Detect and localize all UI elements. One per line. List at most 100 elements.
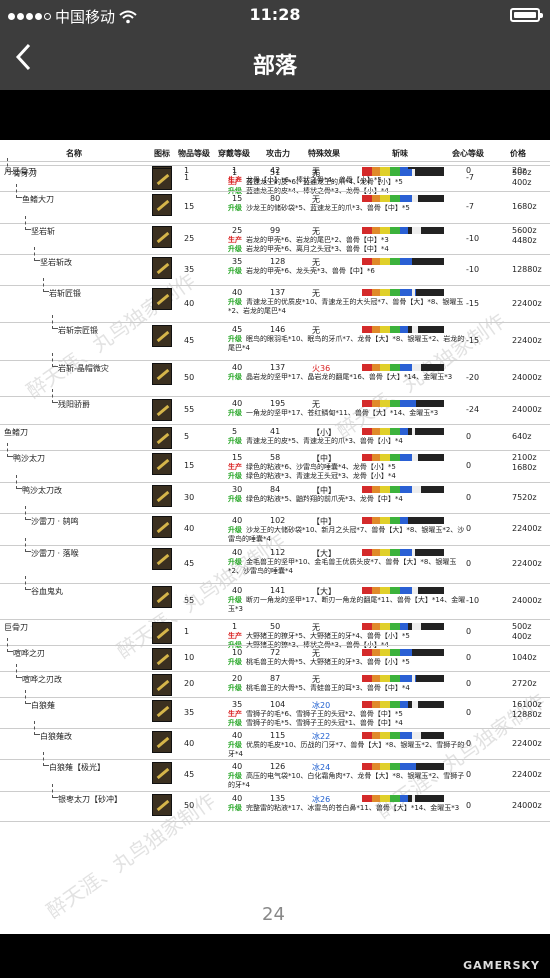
cell-affinity: 0 — [466, 524, 472, 533]
table-row[interactable]: 白狼薙改 40 40 115 冰22 0 22400z 升级 优质的毛皮*10、历战的门牙*7、… — [0, 721, 550, 760]
cell-attack: 128 — [270, 257, 286, 266]
table-row[interactable]: 沙雷刀 · 落喉 45 40 112 【大】 0 22400z 升级 金毛兽王的坚甲*10、金毛… — [0, 538, 550, 584]
cell-affinity: 0 — [466, 461, 472, 470]
sharpness-bar — [362, 326, 444, 333]
cell-rarity: 50 — [184, 373, 195, 382]
cell-rarity: 35 — [184, 707, 195, 717]
cell-price: 24000z — [512, 373, 542, 382]
upgrade-materials: 岩龙的甲壳*6、龙头壳*3、兽骨【中】*6 — [246, 267, 375, 275]
table-row[interactable]: 巨骨刀 1 1 50 无 0 500z 400z 生产 大野猪王的獠牙*5、大野猪王的牙*4、兽骨… — [0, 620, 550, 649]
table-row[interactable]: 坚岩斩 25 25 99 无 -10 5600z 4480z 生产 岩龙的甲壳*6、岩龙的尾巴*2… — [0, 216, 550, 255]
table-row[interactable]: 白狼薙【极光】 45 40 126 冰24 0 22400z 升级 高压的电气袋*10、白化霜角… — [0, 752, 550, 792]
table-row[interactable]: 喧哗之刃改 20 20 87 无 0 2720z 升级 桃毛兽王的大骨*5、青蛙兽王的耳*3、兽… — [0, 664, 550, 698]
table-row[interactable]: 鸭沙太刀 15 15 58 【中】 0 2100z 1680z 生产 绿色的粘液*6、沙雷鸟的唾囊… — [0, 443, 550, 483]
tree-connector — [25, 216, 31, 230]
cell-price: 1680z — [512, 202, 537, 211]
table-row[interactable]: 骨牙刀 1 1 51 无 -7 500z 400z 生产 蓝速龙王的皮*6、蓝速龙王的爪*4、龙骨… — [0, 158, 550, 195]
upgrade-materials: 优质的毛皮*10、历战的门牙*7、兽骨【大】*8、银曜玉*2、雪狮子的牙*4 — [228, 741, 465, 758]
table-row[interactable]: 岩斩匠锻 40 40 137 无 -15 22400z 升级 青速龙王的优质皮*10、青速龙王的… — [0, 278, 550, 323]
cell-special: 冰20 — [312, 701, 331, 710]
cell-affinity: 0 — [466, 770, 472, 779]
sharpness-bar — [362, 549, 444, 556]
table-row[interactable]: 沙雷刀 · 鸫鸣 40 40 102 【中】 0 22400z 升级 沙龙王的大储砂袋*10、新… — [0, 506, 550, 546]
cell-special: 无 — [312, 169, 320, 178]
cell-special: 无 — [312, 258, 320, 267]
sharpness-bar — [362, 454, 444, 461]
craft-materials: 绿色的粘液*6、沙雷鸟的唾囊*4、龙骨【小】*5 — [246, 463, 396, 471]
tree-connector — [34, 721, 40, 735]
cell-slots: 40 — [232, 399, 243, 408]
table-row[interactable]: 银枣太刀【砂冲】 50 40 135 冰26 0 24000z 升级 完整雷的粘液*17、冰雷鸟… — [0, 784, 550, 822]
craft-label: 生产 — [228, 632, 242, 640]
tree-connector — [16, 184, 22, 198]
upgrade-materials: 一角龙的坚甲*17、苍红鳞甸*11、兽骨【大】*14、金曜玉*3 — [246, 409, 439, 417]
header-price: 价格 — [510, 149, 526, 158]
table-row[interactable]: 岩斩宗匠锻 45 45 146 无 -15 22400z 升级 眠鸟的眼羽毛*10、眠鸟的牙爪*… — [0, 315, 550, 361]
weapon-icon — [152, 485, 172, 507]
cell-price: 20z — [512, 166, 527, 175]
cell-attack: 112 — [270, 548, 286, 557]
table-row[interactable]: 鱼鳍大刀 15 15 80 无 -7 1680z 升级 沙龙王的储砂袋*5、蓝速龙王的爪*3、兽… — [0, 184, 550, 224]
weapon-icon — [152, 453, 172, 475]
chevron-left-icon — [15, 43, 31, 71]
weapon-name: 谷血鬼丸 — [31, 587, 63, 596]
cell-special: 火36 — [312, 364, 331, 373]
signal-icon — [8, 13, 51, 20]
cell-attack: 102 — [270, 516, 286, 525]
weapon-name: 喧哗之刃改 — [22, 675, 62, 684]
cell-slots: 40 — [232, 288, 243, 297]
weapon-name: 沙雷刀 · 落喉 — [31, 549, 79, 558]
back-button[interactable] — [14, 42, 32, 80]
weapon-name: 白狼薙改 — [40, 732, 72, 741]
materials: 升级 完整雷的粘液*17、冰雷鸟的苍白鼻*11、兽骨【大】*14、金曜玉*3 — [228, 804, 470, 813]
weapon-icon — [152, 548, 172, 570]
tree-connector — [52, 353, 58, 367]
cell-special: 无 — [312, 227, 320, 236]
craft-materials: 雪狮子的毛*6、雪狮子王的头冠*2、兽骨【中】*5 — [246, 710, 403, 718]
table-row[interactable]: 残阳骄爵 55 40 195 无 -24 24000z 升级 一角龙的坚甲*17、苍红鳞甸*11… — [0, 389, 550, 425]
weapon-name: 岩斩-晶帽微灾 — [58, 364, 109, 373]
materials: 生产 龙骨【小】*6、棒状之骨*4、兽骨【小】*5 — [228, 176, 470, 185]
materials: 升级 沙龙王的储砂袋*5、蓝速龙王的爪*3、兽骨【中】*5 — [228, 204, 470, 213]
weapon-icon — [152, 622, 172, 644]
table-row[interactable]: 喧哗之刃 10 10 72 无 0 1040z 升级 桃毛兽王的大骨*5、大野猪王的牙*3、兽骨… — [0, 638, 550, 672]
table-row[interactable]: 白狼薙 35 35 104 冰20 0 16100z 12880z 生产 雪狮子的毛*6、雪狮子王… — [0, 690, 550, 729]
status-bar: 中国移动 11:28 — [0, 0, 550, 32]
table-row[interactable]: 岩斩-晶帽微灾 50 40 137 火36 -20 24000z 升级 晶岩龙的坚甲*17、晶岩… — [0, 353, 550, 397]
cell-price: 22400z — [512, 336, 542, 345]
craft-label: 生产 — [228, 710, 242, 718]
cell-slots: 1 — [232, 168, 238, 177]
craft-label: 生产 — [228, 463, 242, 471]
cell-slots: 45 — [232, 325, 243, 334]
table-row[interactable]: 鸭沙太刀改 30 30 84 【中】 0 7520z 升级 绿色的粘液*5、鼬羚翔的前爪壳*3、… — [0, 475, 550, 514]
cell-price-secondary: 400z — [512, 632, 532, 641]
cell-attack: 87 — [270, 674, 281, 683]
cell-attack: 99 — [270, 226, 281, 235]
upgrade-label: 升级 — [228, 373, 242, 381]
table-row[interactable]: 谷血鬼丸 55 40 141 【大】 -10 24000z 升级 断刃一角龙的坚甲*17、断刃一… — [0, 576, 550, 620]
cell-special: 【中】 — [312, 486, 336, 495]
tree-connector — [16, 664, 22, 678]
cell-affinity: 0 — [466, 738, 472, 748]
cell-attack: 115 — [270, 731, 286, 740]
tree-connector — [25, 690, 31, 704]
cell-rarity: 40 — [184, 738, 195, 748]
battery-icon — [510, 8, 543, 22]
table-row[interactable]: 坚岩斩改 35 35 128 无 -10 12880z 升级 岩龙的甲壳*6、龙头壳*3、兽骨【… — [0, 247, 550, 286]
table-row[interactable]: 鱼鳍刀 5 5 41 【小】 0 640z 升级 青速龙王的皮*5、青速龙王的爪*3、兽骨【小】… — [0, 425, 550, 451]
weapon-name: 鸭沙太刀改 — [22, 486, 62, 495]
cell-attack: 141 — [270, 586, 286, 595]
cell-price: 22400z — [512, 738, 542, 748]
header-icon: 图标 — [154, 149, 170, 158]
cell-rarity: 55 — [184, 405, 195, 414]
weapon-icon — [152, 731, 172, 753]
tree-connector — [25, 538, 31, 552]
upgrade-label: 升级 — [228, 596, 242, 604]
craft-materials: 大野猪王的獠牙*5、大野猪王的牙*4、兽骨【小】*5 — [246, 632, 410, 640]
cell-special: 无 — [312, 195, 320, 204]
weapon-name: 白狼薙【极光】 — [49, 763, 105, 772]
upgrade-label: 升级 — [228, 245, 242, 253]
cell-special: 无 — [312, 326, 320, 335]
cell-price: 16100z — [512, 700, 542, 709]
cell-attack: 146 — [270, 325, 286, 334]
